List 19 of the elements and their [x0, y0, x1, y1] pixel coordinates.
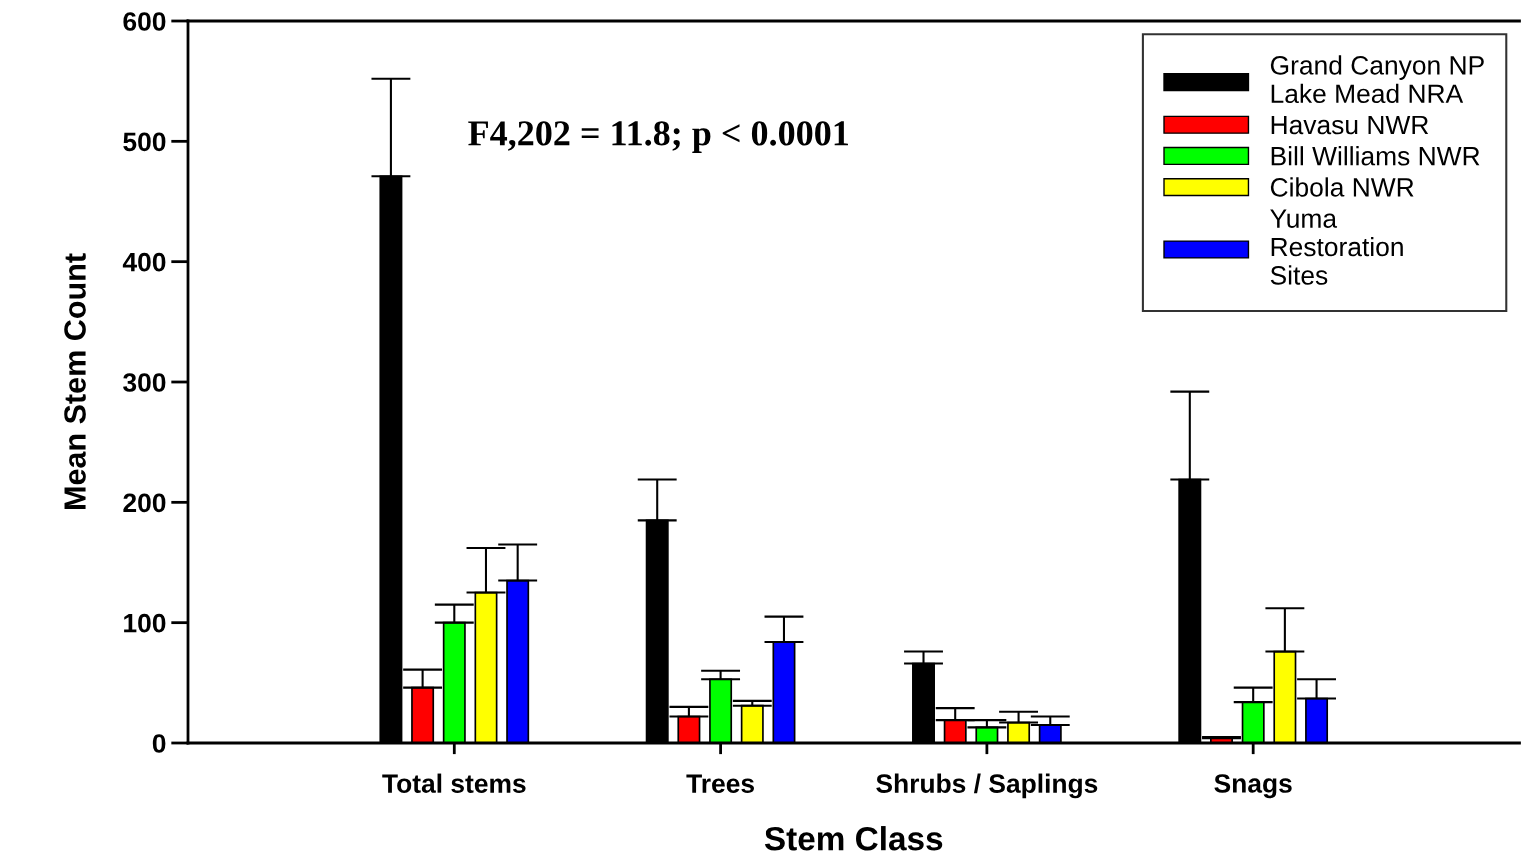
legend-label: Grand Canyon NP Lake Mead NRA — [1270, 55, 1484, 104]
y-axis-title: Mean Stem Count — [64, 253, 86, 509]
legend-label: Yuma Restoration Sites — [1270, 209, 1403, 285]
x-axis-title: Stem Class — [764, 826, 943, 851]
legend-label: Bill Williams NWR — [1271, 146, 1480, 166]
y-tick-label: 100 — [124, 613, 166, 633]
legend-label: Havasu NWR — [1271, 115, 1429, 135]
legend-label: Cibola NWR — [1270, 177, 1414, 197]
y-tick-label: 0 — [152, 734, 166, 753]
annotation: F4,202 = 11.8; p < 0.0001 — [468, 121, 848, 153]
x-tick-label: Total stems — [382, 773, 526, 793]
y-tick-label: 600 — [123, 12, 166, 31]
x-tick-label: Trees — [686, 774, 754, 793]
x-tick-label: Snags — [1214, 774, 1292, 799]
y-tick-label: 500 — [123, 132, 166, 152]
y-tick-label: 400 — [122, 252, 166, 272]
y-tick-label: 300 — [123, 373, 166, 392]
x-tick-label: Shrubs / Saplings — [876, 773, 1098, 799]
y-tick-label: 200 — [123, 493, 166, 513]
